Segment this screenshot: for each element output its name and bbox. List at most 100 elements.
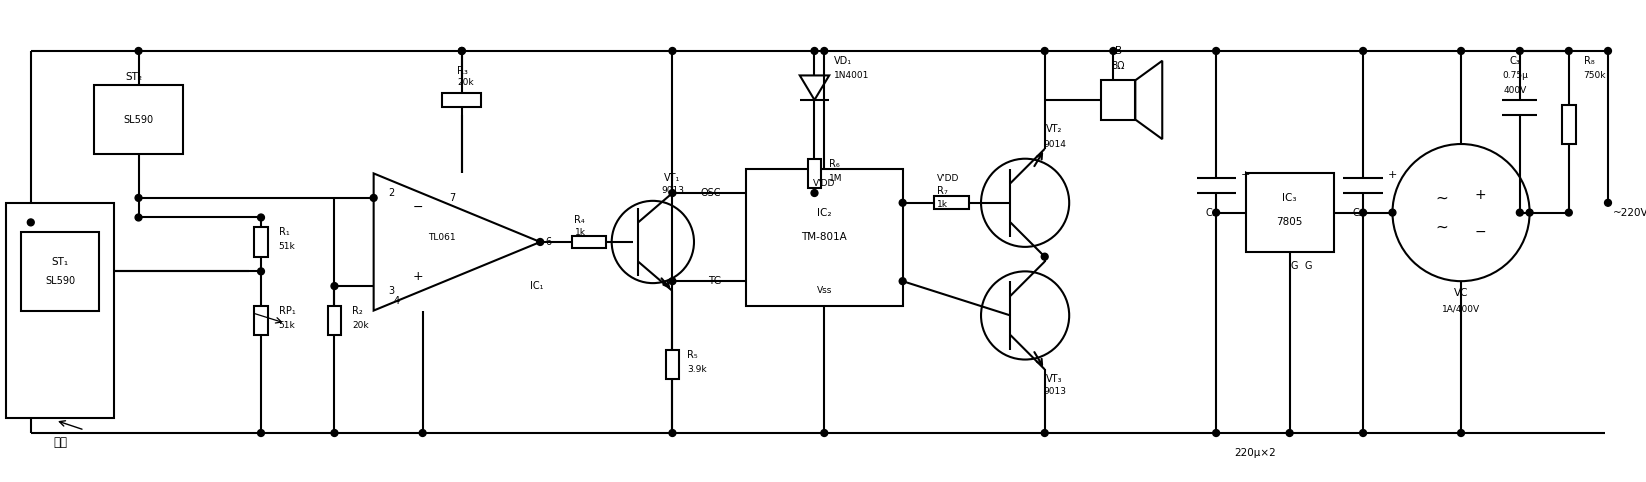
Text: V'DD: V'DD bbox=[813, 179, 836, 187]
Text: OSC: OSC bbox=[701, 188, 721, 198]
Text: +: + bbox=[1388, 170, 1397, 180]
Circle shape bbox=[1213, 429, 1220, 436]
Circle shape bbox=[331, 282, 337, 290]
Circle shape bbox=[668, 189, 677, 197]
Text: VC: VC bbox=[1453, 288, 1468, 298]
Bar bbox=[1101, 80, 1136, 120]
Text: RP₁: RP₁ bbox=[278, 306, 295, 316]
Text: 3.9k: 3.9k bbox=[686, 365, 706, 374]
Text: 7: 7 bbox=[449, 193, 456, 203]
Text: ~: ~ bbox=[1435, 220, 1448, 235]
Text: 20k: 20k bbox=[458, 78, 474, 87]
Text: 1M: 1M bbox=[830, 174, 843, 183]
Text: B: B bbox=[1114, 46, 1121, 56]
Text: 7805: 7805 bbox=[1276, 217, 1302, 228]
Circle shape bbox=[257, 268, 265, 275]
Text: SL590: SL590 bbox=[44, 276, 76, 286]
Text: 1k: 1k bbox=[574, 228, 586, 237]
Text: −: − bbox=[413, 201, 423, 214]
Circle shape bbox=[257, 214, 265, 221]
Bar bbox=[7, 203, 114, 418]
Circle shape bbox=[811, 48, 818, 54]
Circle shape bbox=[1565, 48, 1572, 54]
Circle shape bbox=[1605, 200, 1611, 206]
Text: R₇: R₇ bbox=[937, 186, 948, 196]
Text: 3: 3 bbox=[388, 286, 395, 296]
Text: 6: 6 bbox=[545, 237, 551, 247]
Circle shape bbox=[668, 48, 677, 54]
Text: Vss: Vss bbox=[816, 286, 831, 295]
Circle shape bbox=[257, 429, 265, 436]
Bar bbox=[253, 306, 268, 335]
Circle shape bbox=[1286, 429, 1294, 436]
Bar bbox=[94, 85, 183, 154]
Circle shape bbox=[1042, 253, 1049, 260]
Text: 220μ×2: 220μ×2 bbox=[1234, 448, 1276, 457]
Circle shape bbox=[458, 48, 466, 54]
Text: R₈: R₈ bbox=[1583, 56, 1595, 66]
Bar bbox=[1562, 105, 1575, 144]
Circle shape bbox=[537, 239, 543, 245]
Bar bbox=[1246, 174, 1333, 252]
Circle shape bbox=[668, 278, 677, 284]
Text: ST₁: ST₁ bbox=[51, 256, 69, 267]
Text: 8Ω: 8Ω bbox=[1111, 61, 1124, 71]
Bar bbox=[328, 306, 341, 335]
Text: 1k: 1k bbox=[937, 200, 948, 209]
Text: VD₁: VD₁ bbox=[835, 56, 853, 66]
Text: TL061: TL061 bbox=[428, 233, 456, 241]
Circle shape bbox=[1042, 48, 1049, 54]
Text: ~: ~ bbox=[1435, 190, 1448, 205]
Text: 1A/400V: 1A/400V bbox=[1442, 304, 1480, 313]
Bar bbox=[253, 228, 268, 257]
Circle shape bbox=[1516, 48, 1523, 54]
Text: 0.75μ: 0.75μ bbox=[1503, 71, 1527, 80]
Text: R₂: R₂ bbox=[352, 306, 362, 316]
Text: 4: 4 bbox=[393, 296, 400, 306]
Circle shape bbox=[821, 429, 828, 436]
Circle shape bbox=[1360, 48, 1366, 54]
Text: +: + bbox=[1241, 170, 1249, 180]
Circle shape bbox=[1565, 209, 1572, 216]
Text: 1N4001: 1N4001 bbox=[835, 71, 869, 80]
Text: TM-801A: TM-801A bbox=[802, 232, 848, 242]
Circle shape bbox=[458, 48, 466, 54]
Circle shape bbox=[1109, 48, 1116, 54]
Circle shape bbox=[135, 214, 142, 221]
Text: V'DD: V'DD bbox=[937, 174, 960, 183]
Text: +: + bbox=[1475, 188, 1486, 202]
Circle shape bbox=[1605, 48, 1611, 54]
Text: C₁: C₁ bbox=[1207, 208, 1216, 217]
Circle shape bbox=[28, 219, 35, 226]
Circle shape bbox=[1042, 429, 1049, 436]
Text: ST₂: ST₂ bbox=[125, 72, 142, 82]
Circle shape bbox=[899, 278, 905, 284]
Circle shape bbox=[1458, 48, 1465, 54]
Circle shape bbox=[668, 429, 677, 436]
Text: 液体: 液体 bbox=[53, 436, 67, 449]
Text: ~220V: ~220V bbox=[1613, 208, 1646, 217]
Text: C₃: C₃ bbox=[1509, 56, 1521, 66]
Text: SL590: SL590 bbox=[123, 115, 153, 124]
Circle shape bbox=[331, 429, 337, 436]
Bar bbox=[21, 232, 99, 310]
Text: 51k: 51k bbox=[278, 321, 295, 330]
Bar bbox=[935, 197, 969, 209]
Circle shape bbox=[370, 194, 377, 201]
Bar bbox=[443, 93, 481, 107]
Text: +: + bbox=[413, 270, 423, 283]
Text: 750k: 750k bbox=[1583, 71, 1606, 80]
Text: 20k: 20k bbox=[352, 321, 369, 330]
Text: R₄: R₄ bbox=[574, 215, 586, 226]
Text: VT₁: VT₁ bbox=[665, 174, 681, 183]
Bar bbox=[808, 159, 821, 188]
Circle shape bbox=[811, 189, 818, 197]
Bar bbox=[746, 169, 902, 306]
Text: 9014: 9014 bbox=[1044, 139, 1067, 148]
Circle shape bbox=[135, 48, 142, 54]
Text: −: − bbox=[1475, 225, 1486, 239]
Circle shape bbox=[420, 429, 426, 436]
Text: VT₃: VT₃ bbox=[1047, 374, 1063, 384]
Text: C₂: C₂ bbox=[1353, 208, 1363, 217]
Bar bbox=[573, 236, 606, 248]
